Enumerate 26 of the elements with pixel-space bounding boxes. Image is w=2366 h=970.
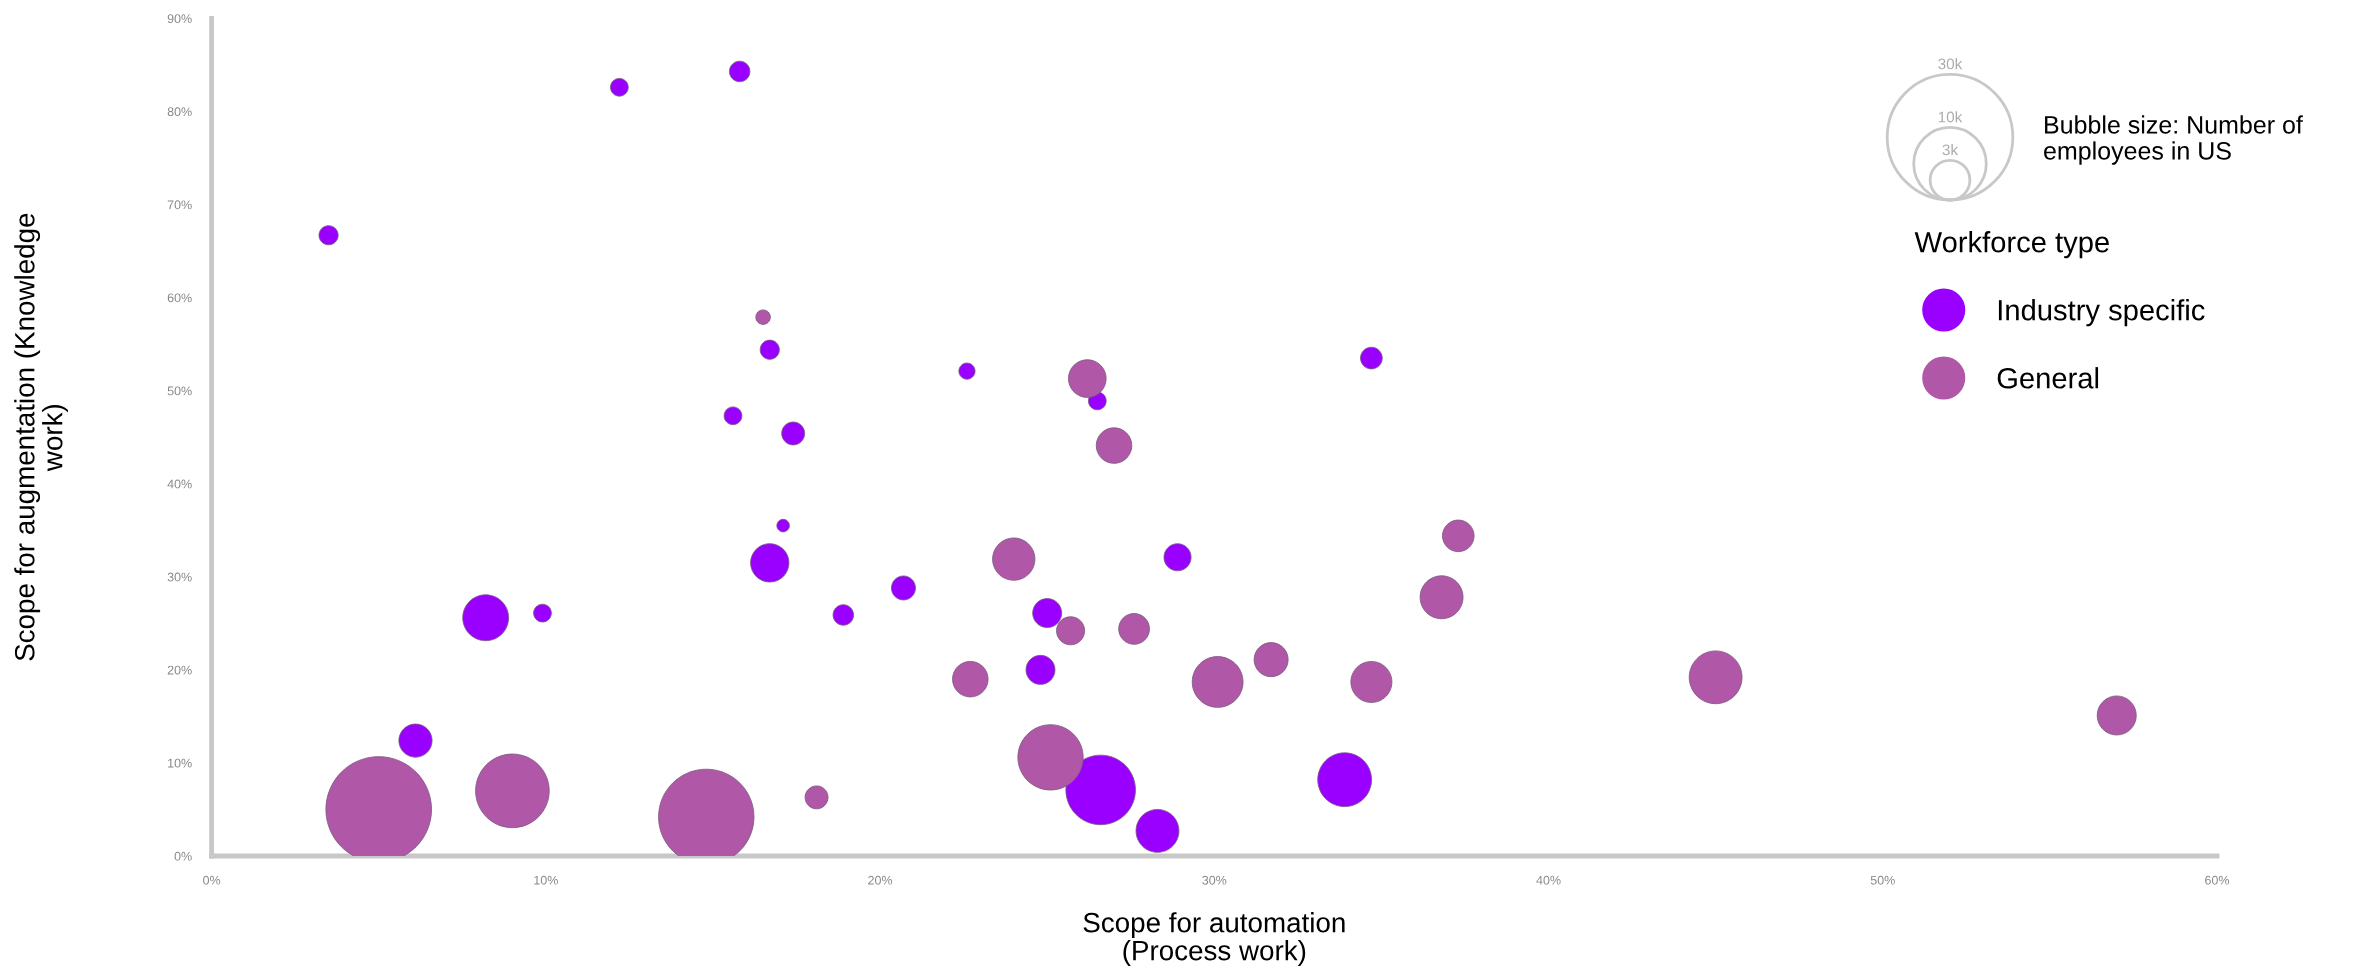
legend-label: 3k [1942, 144, 1959, 156]
y-tick-label: 70% [167, 200, 192, 210]
y-tick-label: 40% [167, 479, 192, 489]
y-tick-label: 20% [167, 665, 192, 675]
y-tick-label: 80% [167, 107, 192, 117]
y-tick-label: 50% [167, 386, 192, 396]
annotation: Bubble size: Number of employees in US [2044, 115, 2303, 165]
x-tick-label: 30% [1202, 875, 1227, 885]
x-tick-label: 40% [1536, 875, 1561, 885]
y-tick-label: 60% [167, 293, 192, 303]
y-tick-label: 10% [168, 758, 192, 768]
y-tick-label: 90% [167, 14, 192, 24]
legend-label: 30k [1938, 58, 1963, 70]
x-axis-title: Scope for automation (Process work) [1083, 912, 1345, 966]
x-tick-label: 50% [1870, 875, 1895, 885]
x-tick-label: 0% [203, 875, 221, 885]
x-tick-label: 10% [534, 875, 558, 885]
x-tick-label: 20% [868, 875, 893, 885]
legend-label: General [1997, 367, 2099, 389]
y-tick-label: 30% [167, 572, 192, 582]
legend-title: Workforce type [1914, 231, 2109, 259]
y-axis-title: Scope for augmentation (Knowledge work) [14, 213, 68, 661]
legend-label: 10k [1938, 111, 1963, 123]
x-tick-label: 60% [2205, 875, 2230, 885]
legend-label: Industry specific [1998, 299, 2205, 327]
y-tick-label: 0% [174, 851, 192, 861]
